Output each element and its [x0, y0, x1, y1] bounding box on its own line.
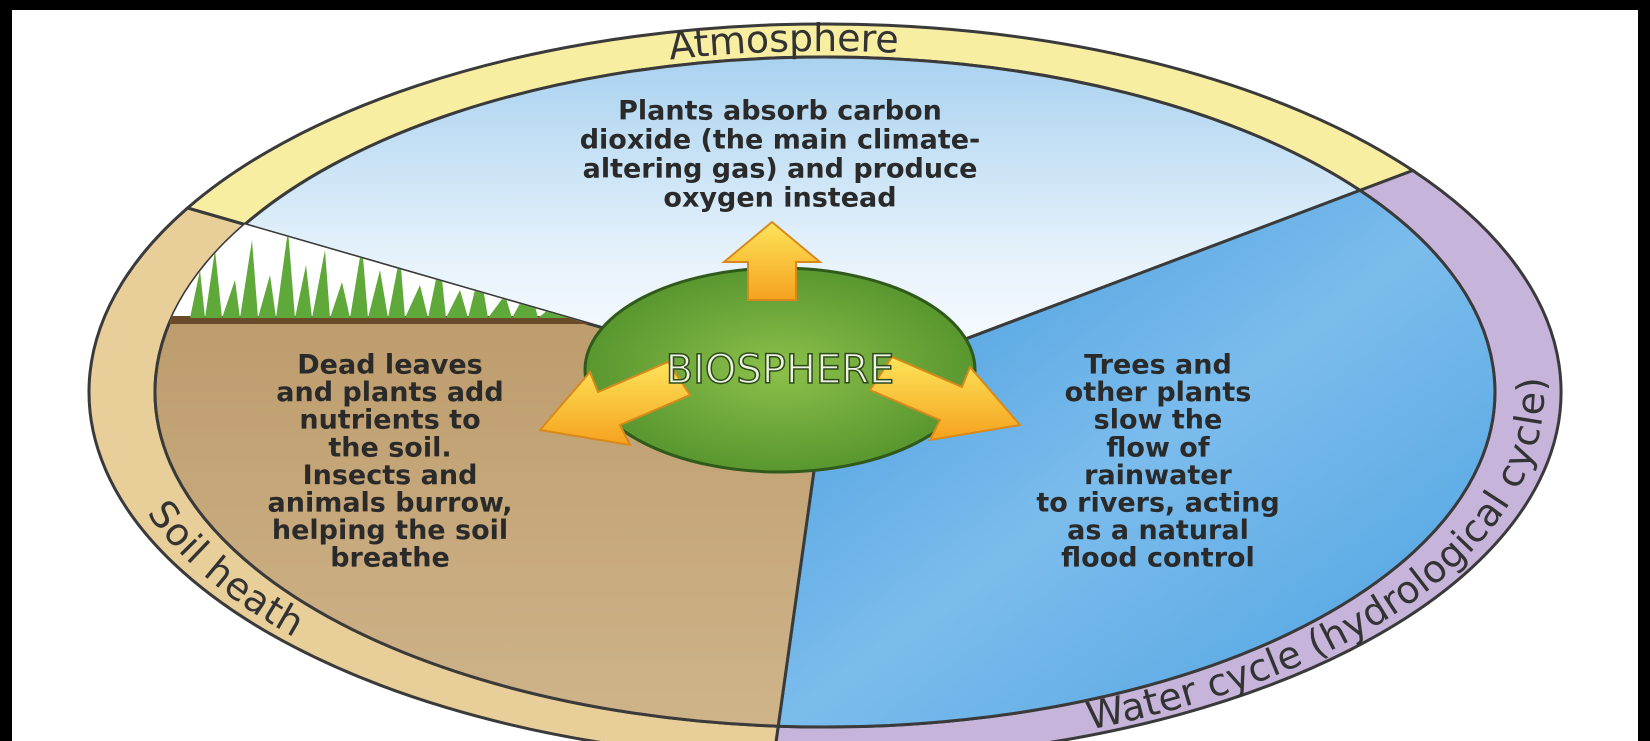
water-text-line: to rivers, acting — [1036, 488, 1279, 519]
soil-text-line: the soil. — [328, 432, 451, 463]
water-text-line: other plants — [1065, 377, 1252, 408]
soil-text-line: Insects and — [303, 460, 478, 491]
soil-text-line: animals burrow, — [268, 488, 513, 519]
water-text-line: slow the — [1094, 405, 1223, 436]
water-text-line: Trees and — [1084, 350, 1232, 381]
atmosphere-text-line: dioxide (the main climate- — [580, 125, 981, 156]
atmosphere-text-line: oxygen instead — [663, 183, 896, 214]
water-text-line: flow of — [1106, 432, 1209, 463]
soil-text-line: Dead leaves — [297, 350, 482, 381]
page: {"ring_labels": {"top": "Atmosphere", "l… — [0, 0, 1650, 741]
soil-text-line: nutrients to — [299, 405, 480, 436]
water-text-line: as a natural — [1067, 515, 1249, 546]
soil-text-line: breathe — [330, 543, 450, 574]
diagram: BIOSPHERE Atmosphere Soil heath Water cy… — [0, 0, 1650, 741]
atmosphere-text-line: Plants absorb carbon — [618, 96, 942, 127]
soil-text-line: and plants add — [276, 377, 503, 408]
center-label: BIOSPHERE — [666, 347, 895, 393]
soil-text-line: helping the soil — [272, 515, 508, 546]
water-text-line: rainwater — [1084, 460, 1232, 491]
water-text-line: flood control — [1061, 543, 1255, 574]
atmosphere-text-line: altering gas) and produce — [583, 154, 978, 185]
